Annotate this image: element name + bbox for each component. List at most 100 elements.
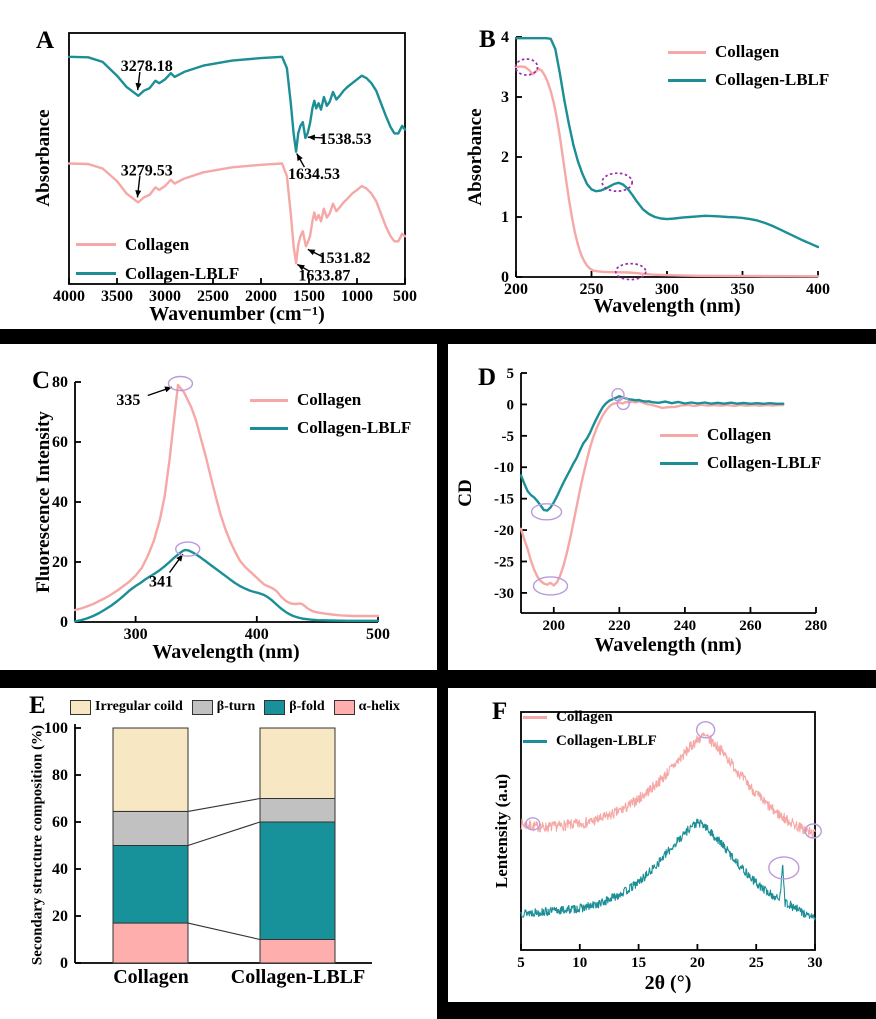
x-tick-label: 30 [808,955,823,971]
legend-entry-collagen-lblf: Collagen-LBLF [660,451,821,475]
bar-segment--turn [259,798,336,823]
annotation-arrowhead [296,153,303,162]
legend-entry--helix: α-helix [333,699,400,715]
highlight-ellipse [175,541,201,557]
panel-e-legend: Irregular coild β-turn β-fold α-helix [70,699,400,715]
panel-c-y-axis-label: Fluorescence Intensity [33,411,54,593]
y-tick-label: -20 [494,523,514,539]
collagen-lblf-curve [520,818,816,921]
highlight-ellipse [695,721,716,739]
annotation-label: 1531.82 [319,250,371,267]
x-tick-label: 220 [608,618,631,634]
y-tick-label: 0 [60,614,68,631]
x-tick-label: 500 [393,288,417,305]
panel-c-legend: Collagen Collagen-LBLF [250,388,411,444]
y-tick-label: 20 [52,554,68,571]
y-tick-label: 60 [52,814,68,831]
panel-b-x-axis-label: Wavelength (nm) [593,295,741,317]
legend-line-swatch [523,739,547,743]
y-tick-label: 40 [52,494,68,511]
legend-entry-collagen: Collagen [668,40,829,64]
legend-label: Collagen-LBLF [297,418,412,437]
y-tick-label: 80 [52,374,68,391]
panel-b-legend: Collagen Collagen-LBLF [668,40,829,96]
bar-segment--fold [259,821,336,940]
x-tick-label: 2500 [197,288,229,305]
y-tick-label: 1 [501,209,509,226]
y-tick-label: 4 [501,29,509,46]
legend-line-swatch [250,426,288,430]
annotation-label: 1538.53 [319,131,371,148]
panel-d-letter: D [478,364,497,391]
bar-segment-irregular-coild [112,727,189,812]
panel-f-legend: Collagen Collagen-LBLF [523,707,657,755]
legend-entry--fold: β-fold [264,699,325,715]
legend-label: Collagen-LBLF [715,70,830,89]
row-separator-1 [0,329,876,344]
legend-line-swatch [668,78,706,82]
annotation-arrowhead [297,264,305,271]
x-tick-label: 2000 [245,288,277,305]
highlight-ellipse [616,396,630,411]
y-tick-label: -30 [494,586,514,602]
bar-segment--helix [112,922,189,964]
legend-label: Collagen [556,708,613,725]
annotation-arrowhead [176,554,183,562]
highlight-ellipse [804,823,822,839]
annotation-label: 3279.53 [121,163,173,180]
legend-swatch [70,699,91,715]
x-tick-label: 3000 [149,288,181,305]
panel-d-legend: Collagen Collagen-LBLF [660,423,821,479]
panel-f-letter: F [492,698,508,725]
legend-entry-collagen: Collagen [660,423,821,447]
panel-f-x-axis-label: 2θ (°) [644,972,692,994]
collagen-curve [519,400,785,587]
x-tick-label: 1000 [341,288,373,305]
collagen-curve [73,383,380,618]
bar-segment--turn [112,810,189,846]
bottom-separator [437,1002,876,1019]
segment-connector [187,922,261,941]
highlight-ellipse [514,58,539,76]
legend-swatch [333,699,355,715]
bar-category-collagen: Collagen [113,966,189,988]
collagen-lblf-curve [514,37,820,249]
annotation-label: 335 [116,392,140,409]
legend-label: α-helix [358,699,400,714]
legend-label: Collagen [707,425,772,444]
legend-line-swatch [660,461,698,465]
y-tick-label: -15 [494,492,514,508]
legend-label: Collagen-LBLF [707,453,822,472]
annotation-arrowhead [307,134,315,141]
panel-e-letter: E [29,692,46,719]
annotation-arrowhead [135,190,142,198]
x-tick-label: 4000 [53,288,85,305]
panel-c-letter: C [32,367,51,394]
x-tick-label: 400 [245,626,269,643]
x-tick-label: 300 [655,281,679,298]
segment-connector [187,797,261,812]
panel-f-y-axis-label: Lentensity (a.u) [492,773,511,889]
panel-d-y-axis-label: CD [455,479,476,507]
y-tick-label: 3 [501,89,509,106]
y-tick-label: 0 [60,955,68,972]
annotation-label: 341 [149,574,173,591]
collagen-lblf-curve [73,548,380,623]
x-tick-label: 250 [580,281,604,298]
legend-swatch [264,699,286,715]
panel-c-x-axis-label: Wavelength (nm) [152,641,300,663]
y-tick-label: -25 [494,554,514,570]
y-tick-label: 100 [44,720,68,737]
x-tick-label: 3500 [101,288,133,305]
y-tick-label: 40 [52,861,68,878]
y-tick-label: 2 [501,149,509,166]
y-tick-label: -5 [502,429,515,445]
panel-b-y-axis-label: Absorbance [465,108,486,206]
legend-label: β-fold [289,699,325,714]
legend-line-swatch [660,433,698,437]
x-tick-label: 15 [631,955,646,971]
annotation-label: 1634.53 [288,166,340,183]
column-separator [437,344,448,1019]
